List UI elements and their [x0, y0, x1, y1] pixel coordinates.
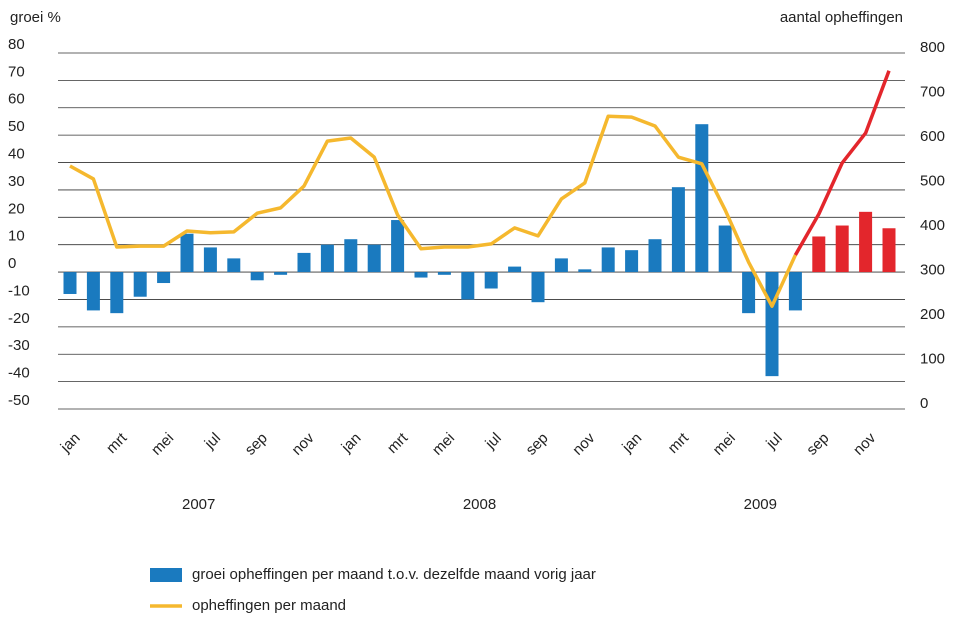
bar	[227, 258, 241, 273]
y-tick-label: 50	[8, 118, 25, 135]
bar	[484, 272, 498, 289]
bar	[718, 225, 732, 273]
bar	[203, 247, 217, 273]
x-tick-label: mrt	[665, 429, 693, 457]
y2-tick-label: 300	[920, 261, 945, 278]
bar	[344, 239, 358, 273]
bar	[788, 272, 802, 311]
bar	[648, 239, 662, 273]
bar	[391, 220, 405, 273]
bar	[742, 272, 756, 314]
y-axis-title: groei %	[10, 9, 61, 26]
year-label: 2008	[463, 496, 496, 513]
x-tick-label: sep	[242, 430, 271, 459]
legend-label: opheffingen per maand	[192, 597, 346, 614]
bar	[63, 272, 77, 294]
bar	[157, 272, 171, 284]
x-tick-label: nov	[850, 429, 879, 458]
x-tick-label: mei	[148, 430, 177, 459]
y2-tick-label: 200	[920, 306, 945, 323]
bar	[554, 258, 568, 273]
y-tick-label: 80	[8, 36, 25, 53]
y-tick-label: -30	[8, 337, 30, 354]
y-tick-label: 20	[8, 200, 25, 217]
y2-tick-label: 0	[920, 395, 928, 412]
x-tick-label: jul	[201, 430, 224, 453]
bar	[812, 236, 826, 273]
y-tick-label: 0	[8, 255, 16, 272]
y2-axis-title: aantal opheffingen	[780, 9, 903, 26]
y-tick-label: 70	[8, 63, 25, 80]
x-tick-label: mrt	[103, 429, 131, 457]
bar	[180, 233, 194, 273]
x-tick-label: sep	[523, 430, 552, 459]
x-tick-label: nov	[569, 429, 598, 458]
bar	[274, 272, 288, 275]
bar	[835, 225, 849, 273]
x-tick-label: jan	[57, 430, 84, 457]
year-label: 2009	[744, 496, 777, 513]
bar	[86, 272, 100, 311]
y2-tick-label: 800	[920, 39, 945, 56]
y2-tick-label: 500	[920, 172, 945, 189]
y-tick-label: 30	[8, 173, 25, 190]
bar	[110, 272, 124, 314]
bar	[765, 272, 779, 377]
y-tick-label: -20	[8, 310, 30, 327]
x-tick-label: sep	[803, 430, 832, 459]
y-tick-label: 10	[8, 228, 25, 245]
y2-tick-label: 100	[920, 350, 945, 367]
bar	[531, 272, 545, 303]
bar	[297, 252, 311, 273]
bar	[320, 244, 334, 273]
x-tick-label: mei	[429, 430, 458, 459]
bar	[133, 272, 147, 297]
y-tick-label: 40	[8, 146, 25, 163]
y-tick-label: -40	[8, 365, 30, 382]
bar	[508, 266, 522, 273]
legend-swatch	[150, 568, 182, 582]
bar	[625, 250, 639, 273]
x-tick-label: jul	[762, 430, 785, 453]
y2-tick-label: 600	[920, 128, 945, 145]
x-tick-label: mei	[710, 430, 739, 459]
y-tick-label: -50	[8, 392, 30, 409]
legend-label: groei opheffingen per maand t.o.v. dezel…	[192, 566, 596, 583]
x-tick-label: nov	[289, 429, 318, 458]
bar	[859, 211, 873, 273]
bar	[414, 272, 428, 278]
x-tick-label: mrt	[384, 429, 412, 457]
bar	[437, 272, 451, 275]
y-tick-label: 60	[8, 91, 25, 108]
bar	[601, 247, 615, 273]
x-tick-label: jan	[338, 430, 365, 457]
y2-tick-label: 400	[920, 217, 945, 234]
bar	[695, 124, 709, 273]
y2-tick-label: 700	[920, 83, 945, 100]
year-label: 2007	[182, 496, 215, 513]
bar	[882, 228, 896, 273]
bar	[461, 272, 475, 300]
bar	[367, 244, 381, 273]
line	[69, 114, 797, 308]
bar	[250, 272, 264, 281]
line	[793, 70, 891, 256]
y-tick-label: -10	[8, 282, 30, 299]
x-tick-label: jul	[481, 430, 504, 453]
x-tick-label: jan	[618, 430, 645, 457]
bar	[578, 269, 592, 273]
bar	[671, 187, 685, 273]
